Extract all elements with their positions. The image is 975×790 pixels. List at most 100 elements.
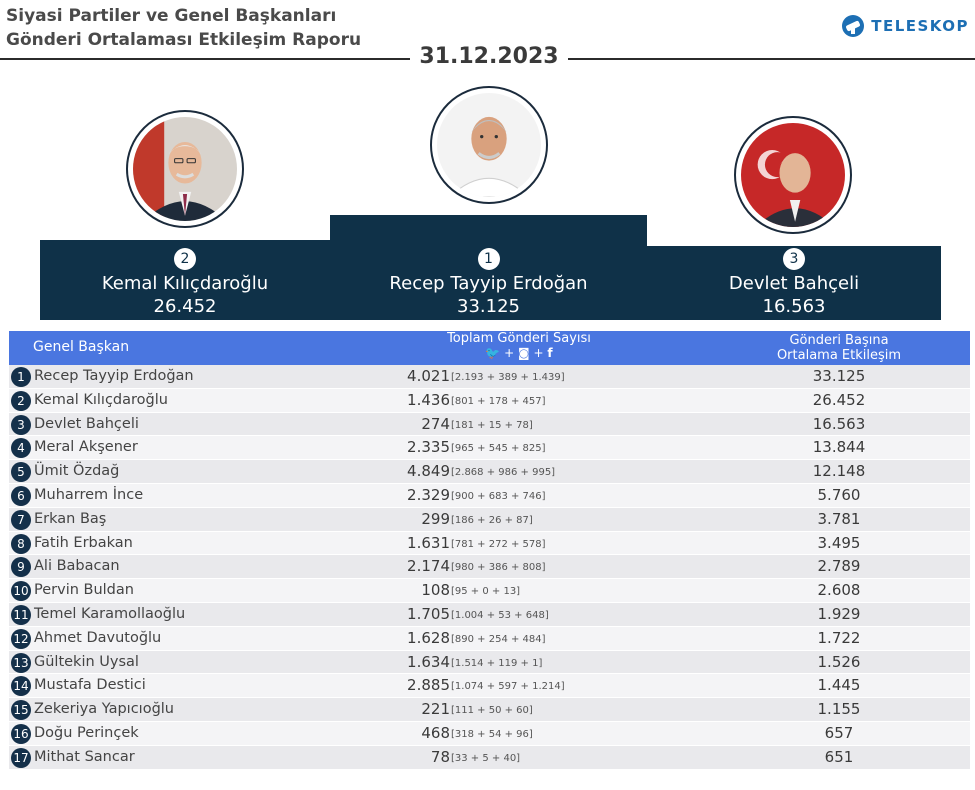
portrait-avatar-rank1	[430, 86, 548, 204]
social-icons: 🐦 + ◙ + f	[485, 346, 553, 360]
posts-breakdown: [33 + 5 + 40]	[451, 752, 521, 764]
posts-breakdown: [980 + 386 + 808]	[451, 562, 546, 574]
rank-badge: 7	[11, 509, 31, 530]
posts-breakdown: [111 + 50 + 60]	[451, 705, 533, 717]
facebook-icon: f	[547, 346, 553, 360]
column-header-engagement: Gönderi Başına Ortalama Etkileşim	[739, 333, 939, 363]
podium-name: Recep Tayyip Erdoğan	[389, 273, 588, 294]
portrait-avatar-rank2	[126, 110, 244, 228]
rank-badge: 3	[11, 414, 31, 435]
posts-breakdown: [890 + 254 + 484]	[451, 633, 546, 645]
posts-breakdown: [95 + 0 + 13]	[451, 586, 521, 598]
avg-engagement: 1.929	[817, 604, 861, 623]
person-portrait-icon	[133, 117, 237, 221]
table-row: 8 Fatih Erbakan 1.631 [781 + 272 + 578] 3.49…	[9, 531, 970, 556]
leader-table: 1 Recep Tayyip Erdoğan 4.021 [2.193 + 389 +…	[9, 365, 970, 770]
total-posts: 2.329	[407, 485, 450, 504]
posts-breakdown: [2.193 + 389 + 1.439]	[451, 372, 565, 383]
rank-badge: 1	[11, 367, 31, 387]
twitter-icon: 🐦	[485, 346, 501, 360]
leader-name: Temel Karamollaoğlu	[34, 605, 186, 622]
total-posts: 2.174	[407, 557, 450, 576]
leader-name: Mustafa Destici	[34, 677, 146, 694]
avg-engagement: 2.789	[817, 557, 861, 576]
leader-name: Devlet Bahçeli	[34, 415, 139, 432]
total-posts: 4.849	[407, 462, 450, 481]
rank-badge: 9	[11, 557, 31, 578]
leader-name: Zekeriya Yapıcıoğlu	[34, 701, 174, 718]
posts-breakdown: [781 + 272 + 578]	[451, 538, 546, 550]
total-posts: 221	[421, 700, 450, 719]
portrait-avatar-rank3	[734, 116, 852, 234]
table-row: 4 Meral Akşener 2.335 [965 + 545 + 825] 13.8…	[9, 436, 970, 461]
rank-badge: 16	[11, 723, 31, 744]
total-posts: 1.628	[407, 628, 450, 647]
brand: TELESKOP	[841, 14, 969, 38]
posts-breakdown: [186 + 26 + 87]	[451, 514, 533, 526]
table-row: 7 Erkan Baş 299 [186 + 26 + 87] 3.781	[9, 507, 970, 532]
table-row: 15 Zekeriya Yapıcıoğlu 221 [111 + 50 + 60] 1…	[9, 698, 970, 722]
rank-badge: 11	[11, 604, 31, 625]
leader-name: Doğu Perinçek	[34, 724, 139, 741]
posts-breakdown: [1.004 + 53 + 648]	[451, 609, 549, 621]
rank-badge: 6	[11, 485, 31, 506]
posts-breakdown: [318 + 54 + 96]	[451, 728, 533, 740]
total-posts: 468	[421, 723, 450, 742]
rank-badge: 15	[11, 700, 31, 721]
leader-name: Gültekin Uysal	[34, 653, 139, 670]
table-row: 11 Temel Karamollaoğlu 1.705 [1.004 + 53 + …	[9, 602, 970, 627]
column-header-engagement-line2: Ortalama Etkileşim	[776, 348, 902, 363]
total-posts: 1.436	[407, 390, 450, 409]
podium-name: Kemal Kılıçdaroğlu	[101, 273, 269, 294]
leader-name: Ümit Özdağ	[34, 463, 120, 480]
avg-engagement: 13.844	[812, 438, 866, 457]
column-header-posts-label: Toplam Gönderi Sayısı	[447, 331, 591, 346]
posts-breakdown: [1.514 + 119 + 1]	[451, 657, 543, 669]
table-row: 1 Recep Tayyip Erdoğan 4.021 [2.193 + 389 +…	[9, 365, 970, 389]
avg-engagement: 1.722	[817, 628, 861, 647]
telescope-logo-icon	[842, 15, 865, 37]
total-posts: 2.885	[407, 676, 450, 695]
total-posts: 108	[421, 581, 450, 600]
podium-rank2: 2 Kemal Kılıçdaroğlu 26.452	[40, 240, 330, 320]
total-posts: 2.335	[407, 438, 450, 457]
avg-engagement: 2.608	[817, 581, 861, 600]
leader-name: Ali Babacan	[34, 558, 120, 575]
person-portrait-icon	[437, 93, 541, 197]
podium-score: 33.125	[457, 296, 520, 317]
table-row: 12 Ahmet Davutoğlu 1.628 [890 + 254 + 484] 1…	[9, 626, 970, 651]
total-posts: 78	[430, 747, 450, 766]
table-row: 17 Mithat Sancar 78 [33 + 5 + 40] 651	[9, 745, 970, 770]
table-row: 6 Muharrem İnce 2.329 [900 + 683 + 746] 5.76…	[9, 483, 970, 508]
total-posts: 1.634	[407, 652, 450, 671]
leader-name: Pervin Buldan	[34, 582, 134, 599]
rank-badge: 5	[11, 462, 31, 483]
table-row: 14 Mustafa Destici 2.885 [1.074 + 597 + 1.2…	[9, 674, 970, 699]
table-row: 9 Ali Babacan 2.174 [980 + 386 + 808] 2.789	[9, 555, 970, 580]
column-header-engagement-line1: Gönderi Başına	[789, 333, 889, 348]
podium-rank-badge: 2	[174, 248, 196, 270]
avg-engagement: 12.148	[812, 462, 866, 481]
person-portrait-icon	[741, 123, 845, 227]
avg-engagement: 1.445	[817, 676, 861, 695]
total-posts: 1.705	[407, 604, 450, 623]
table-header: Genel Başkan Toplam Gönderi Sayısı 🐦 + ◙…	[9, 331, 970, 365]
podium-rank3: 3 Devlet Bahçeli 16.563	[647, 246, 941, 320]
column-header-posts: Toplam Gönderi Sayısı 🐦 + ◙ + f	[429, 331, 609, 361]
posts-breakdown: [801 + 178 + 457]	[451, 395, 546, 407]
table-row: 2 Kemal Kılıçdaroğlu 1.436 [801 + 178 + 457…	[9, 388, 970, 413]
column-header-leader: Genel Başkan	[33, 339, 130, 355]
avg-engagement: 1.155	[817, 700, 861, 719]
avg-engagement: 3.495	[817, 533, 861, 552]
posts-breakdown: [1.074 + 597 + 1.214]	[451, 681, 565, 693]
avg-engagement: 5.760	[817, 485, 861, 504]
table-row: 16 Doğu Perinçek 468 [318 + 54 + 96] 657	[9, 721, 970, 746]
podium-rank-badge: 3	[783, 248, 805, 270]
total-posts: 299	[421, 509, 450, 528]
rank-badge: 13	[11, 652, 31, 673]
avg-engagement: 33.125	[812, 367, 866, 385]
leader-name: Recep Tayyip Erdoğan	[34, 368, 194, 384]
rank-badge: 12	[11, 628, 31, 649]
report-title-line1: Siyasi Partiler ve Genel Başkanları	[6, 6, 337, 26]
table-row: 3 Devlet Bahçeli 274 [181 + 15 + 78] 16.563	[9, 412, 970, 437]
